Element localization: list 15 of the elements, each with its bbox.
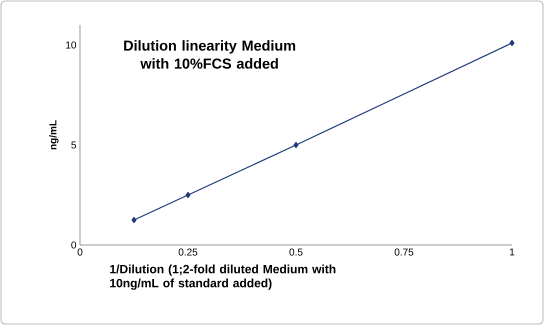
text: Dilution linearity Medium with 10%FCS added bbox=[124, 40, 296, 69]
x-tick-label: 0 bbox=[78, 248, 82, 256]
point bbox=[510, 40, 514, 46]
point bbox=[132, 216, 136, 224]
x-tick-label: 1 bbox=[510, 248, 514, 256]
y-axis-title: ng/mL bbox=[49, 120, 58, 150]
point bbox=[294, 142, 298, 148]
x-tick-label: 0.5 bbox=[289, 248, 303, 256]
x-tick-label: 0.75 bbox=[394, 248, 414, 256]
y-tick-label: 5 bbox=[71, 142, 76, 148]
x-tick-label: 0.25 bbox=[178, 248, 198, 256]
y-tick-label: 10 bbox=[66, 41, 76, 49]
x-axis-title: 1/Dilution (1;2-fold diluted Medium with 10ng/mL of standard added) bbox=[110, 264, 336, 290]
point bbox=[186, 192, 190, 198]
y-tick-label: 0 bbox=[71, 241, 76, 249]
